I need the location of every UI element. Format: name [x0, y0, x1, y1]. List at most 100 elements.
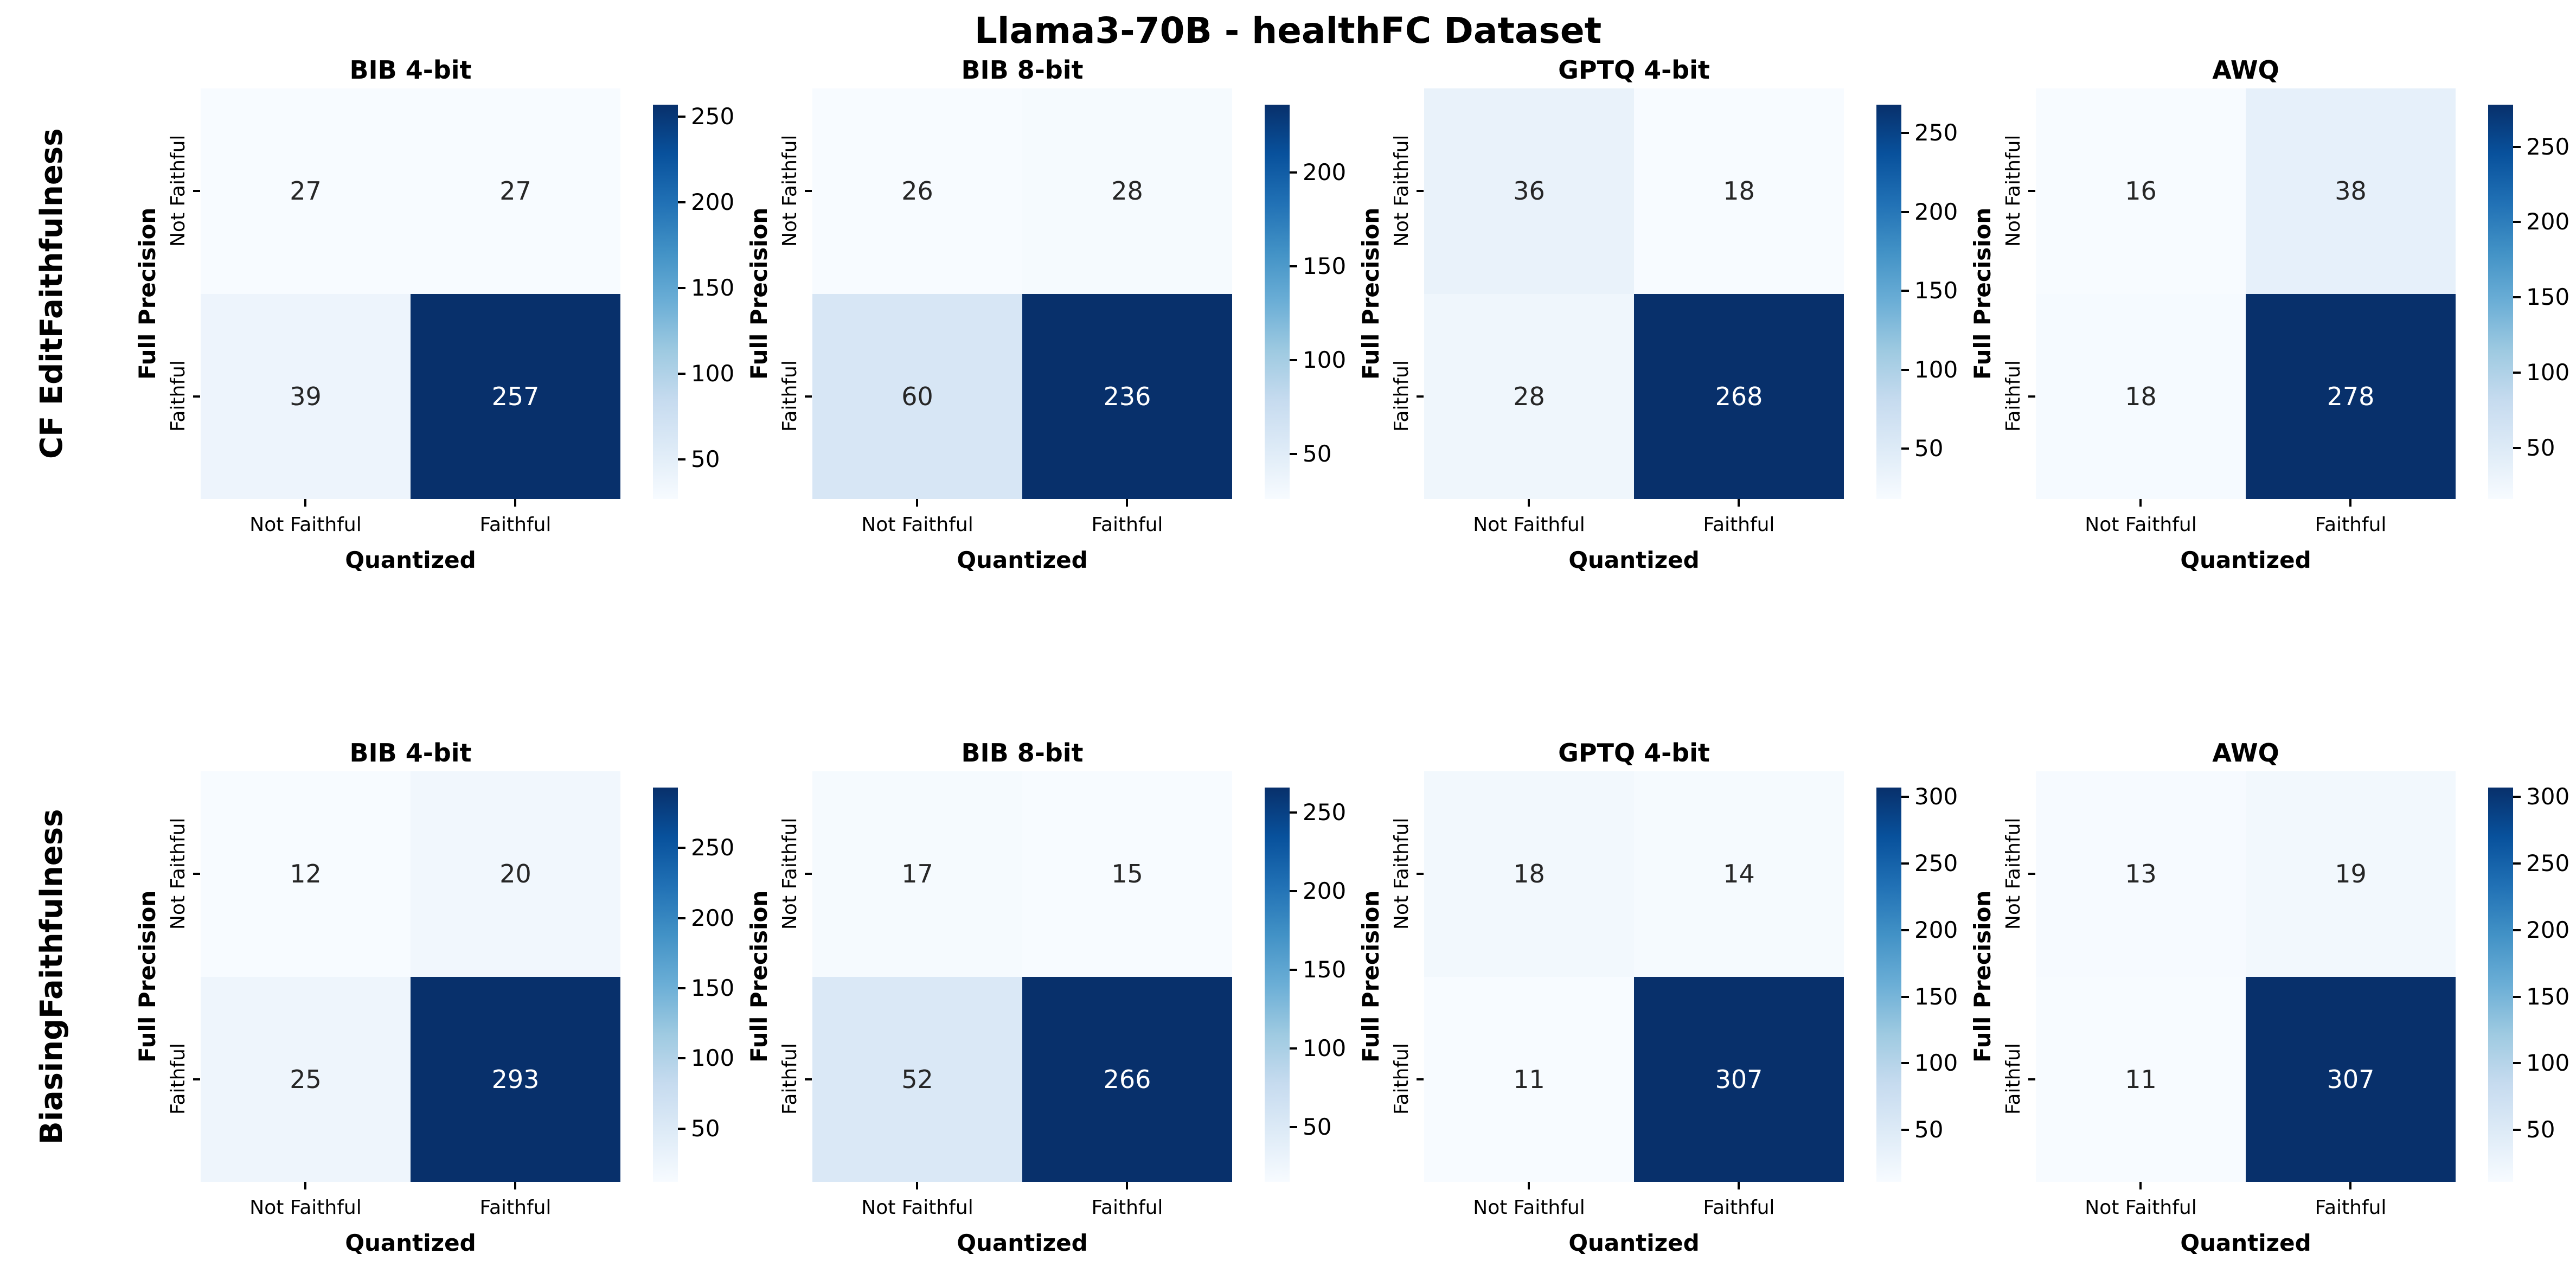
colorbar: 50 100 150 200 250 — [653, 788, 734, 1182]
heatmap-cell: 52 — [812, 976, 1022, 1182]
heatmap-cell: 27 — [411, 88, 620, 294]
x-tick-label: Faithful — [479, 1197, 552, 1219]
cell-value: 28 — [1513, 381, 1545, 411]
colorbar-tick-mark — [678, 373, 685, 375]
colorbar-tick-mark — [1901, 210, 1909, 213]
y-tick-label: Not Faithful — [167, 817, 189, 930]
y-tick-mark — [2028, 395, 2035, 398]
colorbar-tick-mark — [1901, 368, 1909, 371]
y-tick-mark — [193, 1078, 200, 1080]
colorbar-tick-label: 200 — [2526, 916, 2570, 943]
colorbar-tick-label: 100 — [1303, 346, 1347, 373]
colorbar-tick-label: 300 — [1914, 783, 1958, 810]
x-axis-label: Quantized — [345, 1230, 476, 1256]
colorbar-tick: 50 — [1290, 441, 1331, 466]
colorbar-tick-mark — [678, 116, 685, 118]
colorbar-tick-label: 50 — [691, 446, 720, 473]
y-axis-label: Full Precision — [1969, 207, 1996, 380]
colorbar-gradient — [1876, 788, 1901, 1182]
y-tick-label: Faithful — [167, 1043, 189, 1115]
x-tick-label: Not Faithful — [2085, 514, 2197, 536]
heatmap-cell: 15 — [1022, 771, 1232, 977]
colorbar-tick-label: 50 — [2526, 434, 2555, 461]
colorbar-tick: 150 — [1901, 278, 1958, 303]
colorbar-tick: 100 — [2513, 1051, 2569, 1076]
colorbar-tick-mark — [2513, 296, 2521, 299]
heatmap-cell: 11 — [1424, 976, 1634, 1182]
y-tick-label: Not Faithful — [1390, 135, 1413, 247]
colorbar: 50 100 150 200 250 300 — [2488, 784, 2569, 1182]
x-tick-mark — [1738, 499, 1740, 507]
x-axis-label: Quantized — [1568, 1230, 1700, 1256]
colorbar-tick-mark — [1290, 1125, 1297, 1128]
colorbar-tick-label: 50 — [691, 1115, 720, 1142]
panel-title: BIB 8-bit — [961, 738, 1084, 767]
colorbar-tick: 200 — [1290, 159, 1346, 185]
colorbar-tick: 50 — [1290, 1114, 1331, 1140]
x-tick-mark — [514, 499, 516, 507]
colorbar-tick-mark — [2513, 1129, 2521, 1131]
colorbar-tick-mark — [678, 201, 685, 204]
colorbar-tick-label: 150 — [2526, 284, 2570, 311]
heatmap-cell: 278 — [2246, 293, 2456, 499]
x-tick-mark — [304, 1182, 306, 1189]
cell-value: 18 — [2125, 381, 2157, 411]
cell-value: 39 — [290, 381, 322, 411]
cell-value: 14 — [1723, 859, 1755, 889]
y-axis-label: Full Precision — [134, 207, 161, 380]
x-tick-label: Faithful — [1091, 514, 1163, 536]
y-axis-label: Full Precision — [1357, 890, 1384, 1063]
colorbar-tick-mark — [678, 1127, 685, 1130]
x-tick-label: Faithful — [2315, 1197, 2387, 1219]
cell-value: 257 — [491, 381, 540, 411]
colorbar-tick-mark — [678, 917, 685, 919]
heatmap-cell: 26 — [812, 88, 1022, 294]
colorbar-tick-mark — [1290, 452, 1297, 455]
colorbar-tick-mark — [678, 287, 685, 290]
colorbar: 50 100 150 200 250 — [1876, 105, 1958, 499]
colorbar-tick-mark — [1901, 1062, 1909, 1065]
colorbar-tick-mark — [1901, 1129, 1909, 1131]
y-axis-label: Full Precision — [134, 890, 161, 1063]
x-tick-label: Not Faithful — [1473, 1197, 1585, 1219]
heatmap-cell: 257 — [411, 293, 620, 499]
heatmap-grid: 27 27 39 257 — [201, 88, 620, 499]
colorbar-tick: 250 — [678, 104, 734, 129]
heatmap-cell: 18 — [2036, 293, 2246, 499]
colorbar-gradient — [1265, 788, 1290, 1182]
y-tick-mark — [193, 395, 200, 398]
row-label: Biasing Faithfulness — [14, 771, 90, 1182]
colorbar-tick-mark — [1290, 359, 1297, 361]
heatmap-cell: 28 — [1424, 293, 1634, 499]
heatmap-cell: 266 — [1022, 976, 1232, 1182]
colorbar-tick-label: 250 — [691, 103, 735, 130]
colorbar-tick-mark — [1901, 862, 1909, 865]
colorbar-tick: 150 — [1290, 957, 1346, 982]
colorbar-tick-mark — [2513, 221, 2521, 223]
colorbar-tick: 200 — [2513, 209, 2569, 234]
y-tick-mark — [1417, 190, 1424, 192]
colorbar-tick: 250 — [2513, 851, 2569, 876]
cell-value: 307 — [2327, 1064, 2375, 1094]
colorbar-tick: 150 — [1901, 984, 1958, 1009]
y-axis-label: Full Precision — [746, 890, 772, 1063]
y-tick-mark — [805, 873, 812, 875]
colorbar-tick-label: 250 — [1914, 119, 1958, 146]
y-tick-mark — [2028, 190, 2035, 192]
colorbar-tick: 250 — [1901, 851, 1958, 876]
cell-value: 26 — [901, 176, 933, 206]
colorbar-tick-label: 150 — [1303, 956, 1347, 983]
heatmap-cell: 19 — [2246, 771, 2456, 977]
colorbar-tick: 100 — [678, 361, 734, 386]
colorbar-tick: 100 — [2513, 360, 2569, 385]
colorbar-tick-label: 250 — [1303, 799, 1347, 826]
x-tick-mark — [1126, 1182, 1128, 1189]
colorbar-tick-mark — [678, 458, 685, 461]
heatmap-panel: BIB 8-bit Full Precision Not Faithful Fa… — [699, 738, 1347, 1273]
colorbar-tick: 100 — [1290, 346, 1347, 373]
heatmap-panel: AWQ Full Precision Not Faithful Faithful… — [1922, 739, 2569, 1273]
colorbar-tick-mark — [1901, 929, 1909, 931]
cell-value: 19 — [2335, 859, 2367, 889]
y-tick-label: Not Faithful — [2002, 135, 2024, 247]
heatmap-cell: 18 — [1424, 771, 1634, 977]
